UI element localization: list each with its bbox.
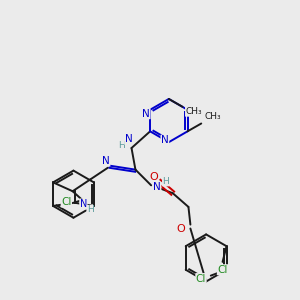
Text: N: N: [125, 134, 132, 144]
Text: N: N: [80, 199, 87, 209]
Text: O: O: [150, 172, 158, 182]
Text: CH₃: CH₃: [185, 107, 202, 116]
Text: Cl: Cl: [218, 265, 228, 275]
Text: N: N: [153, 182, 161, 192]
Text: H: H: [118, 141, 125, 150]
Text: H: H: [87, 206, 94, 214]
Text: Cl: Cl: [61, 197, 72, 207]
Text: H: H: [163, 177, 169, 186]
Text: N: N: [161, 135, 169, 145]
Text: Cl: Cl: [196, 274, 206, 284]
Text: N: N: [102, 156, 110, 166]
Text: N: N: [142, 109, 150, 119]
Text: CH₃: CH₃: [204, 112, 221, 121]
Text: O: O: [176, 224, 185, 233]
